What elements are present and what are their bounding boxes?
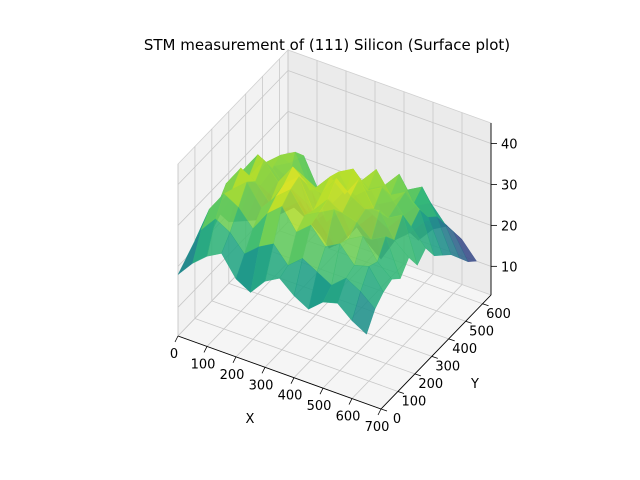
surface-mesh <box>177 151 477 335</box>
x-axis-line <box>177 335 382 410</box>
z-gridline <box>287 70 492 144</box>
chart-title: STM measurement of (111) Silicon (Surfac… <box>144 36 510 54</box>
z-gridline <box>287 111 492 185</box>
y-tick-label: 100 <box>401 395 426 410</box>
y-tick-label: 0 <box>393 412 401 427</box>
z-tick-label: 20 <box>501 219 518 234</box>
x-tick <box>261 367 266 374</box>
x-gridline <box>351 284 463 399</box>
x-tick <box>348 398 353 405</box>
z-tick-label: 40 <box>501 138 518 153</box>
x-tick <box>319 387 324 395</box>
y-gridline <box>194 318 399 392</box>
y-tick <box>414 373 421 377</box>
y-gridline <box>211 300 415 375</box>
axis-ticks: 0100200300400500600700010020030040050060… <box>170 138 518 436</box>
z-tick-label: 30 <box>501 178 518 193</box>
y-tick <box>448 338 455 342</box>
x-tick-label: 500 <box>307 399 332 414</box>
x-tick-label: 100 <box>191 357 216 372</box>
y-tick <box>431 356 438 359</box>
x-tick-label: 400 <box>278 389 303 404</box>
x-tick-label: 300 <box>249 378 274 393</box>
surface-quad <box>351 291 376 335</box>
y-gridline <box>228 283 432 357</box>
y-tick <box>397 391 405 394</box>
y-tick-label: 500 <box>469 324 494 339</box>
z-gridline <box>177 70 289 185</box>
z-gridline <box>177 111 289 226</box>
x-tick <box>174 335 179 343</box>
x-tick-label: 200 <box>220 368 245 383</box>
x-axis-label: X <box>246 412 255 427</box>
x-gridline <box>322 273 434 389</box>
y-axis-label: Y <box>470 377 479 392</box>
x-tick <box>290 377 295 384</box>
x-tick-label: 0 <box>170 347 178 362</box>
x-tick <box>377 408 382 416</box>
x-tick-label: 700 <box>365 420 390 435</box>
y-tick <box>465 320 472 324</box>
x-tick-label: 600 <box>336 410 361 425</box>
y-tick-label: 300 <box>435 359 460 374</box>
y-axis-line <box>380 294 492 410</box>
x-tick <box>203 346 208 353</box>
z-tick-label: 10 <box>501 260 518 275</box>
y-tick-label: 200 <box>418 377 443 392</box>
y-tick <box>380 408 388 412</box>
y-tick-label: 400 <box>452 342 477 357</box>
y-tick-label: 600 <box>486 307 511 322</box>
x-tick <box>232 356 237 364</box>
y-tick <box>482 303 489 307</box>
